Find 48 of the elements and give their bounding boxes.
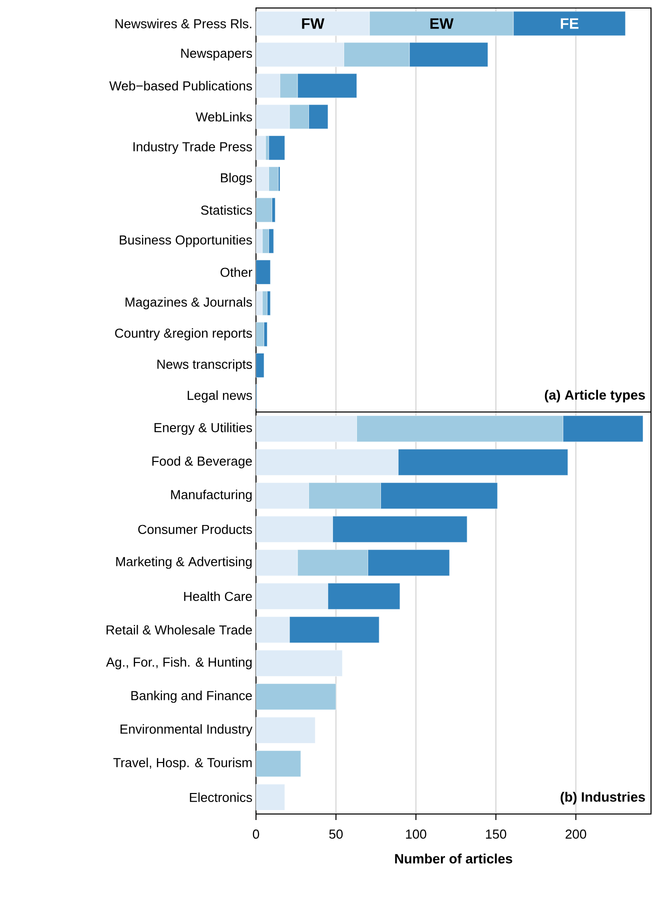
y-tick-label: Blogs xyxy=(221,172,252,185)
bar xyxy=(256,684,336,710)
y-tick-label: Consumer Products xyxy=(138,524,252,534)
y-tick-label: Retail & Wholesale Trade xyxy=(106,624,252,635)
y-tick-label: Environmental Industry xyxy=(120,724,252,736)
x-tick-label: 100 xyxy=(406,830,426,839)
bar xyxy=(268,136,285,160)
series-label: FE xyxy=(560,18,578,29)
y-tick-label: Other xyxy=(220,267,252,277)
y-tick-label: Electronics xyxy=(190,792,252,802)
x-tick-label: 0 xyxy=(252,830,260,839)
y-tick-label: Ag., For., Fish. & Hunting xyxy=(106,657,252,670)
x-tick-label: 150 xyxy=(486,830,506,839)
bar xyxy=(256,260,271,284)
y-tick-label: Manufacturing xyxy=(171,490,252,502)
bar xyxy=(256,290,263,316)
text: (a) Article types xyxy=(544,390,645,402)
y-tick-label: Food & Beverage xyxy=(152,456,252,468)
y-tick-label: Web−based Publications xyxy=(109,80,252,90)
y-tick-label: Marketing & Advertising xyxy=(116,556,252,569)
bar xyxy=(256,136,266,160)
y-tick-label: Energy & Utilities xyxy=(154,422,252,435)
x-tick-label: 200 xyxy=(566,830,586,839)
y-tick-label: Industry Trade Press xyxy=(134,142,252,154)
y-tick-label: Health Care xyxy=(184,591,252,602)
series-label: FW xyxy=(302,18,324,29)
bar xyxy=(256,353,264,378)
bar xyxy=(256,650,343,676)
bar xyxy=(256,750,301,777)
series-label: EW xyxy=(430,18,454,29)
y-tick-label: Newspapers xyxy=(181,48,252,60)
x-axis-title: Number of articles xyxy=(395,854,512,864)
y-tick-label: Statistics xyxy=(201,205,252,215)
text: (b) Industries xyxy=(560,792,645,804)
y-tick-label: Country &region reports xyxy=(115,328,252,340)
y-tick-label: Legal news xyxy=(188,390,252,403)
x-tick-label: 50 xyxy=(329,830,343,839)
bar xyxy=(256,717,316,744)
bar xyxy=(256,198,272,222)
y-tick-label: News transcripts xyxy=(157,359,252,372)
y-tick-label: Banking and Finance xyxy=(131,690,252,703)
y-tick-label: Business Opportunities xyxy=(120,235,252,248)
y-tick-label: Travel, Hosp. & Tourism xyxy=(113,758,252,770)
bar xyxy=(256,784,285,810)
y-tick-label: WebLinks xyxy=(196,112,252,122)
y-tick-label: Magazines & Journals xyxy=(126,297,252,310)
bar xyxy=(256,322,264,347)
y-tick-label: Newswires & Press Rls. xyxy=(116,18,252,28)
